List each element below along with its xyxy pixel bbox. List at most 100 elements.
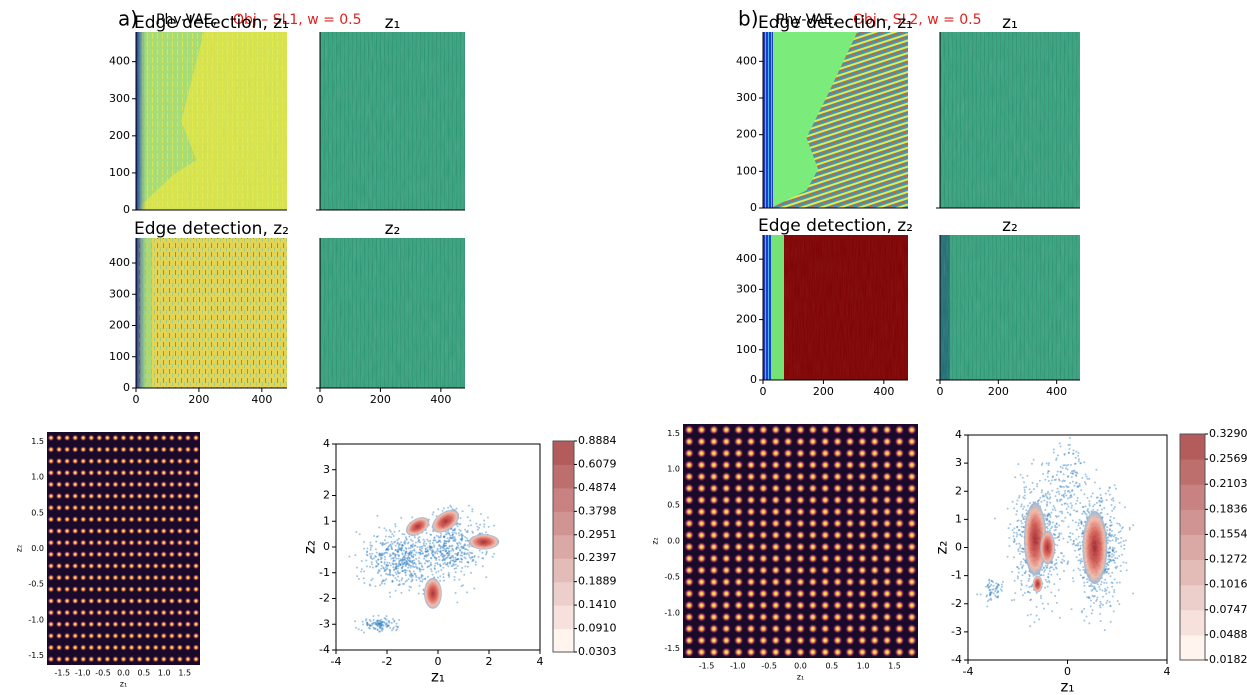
- latent-point: [1069, 513, 1072, 516]
- latent-sample: [770, 448, 781, 459]
- latent-sample: [820, 530, 831, 541]
- latent-point: [1028, 586, 1031, 589]
- image-layer: [763, 32, 773, 208]
- latent-point: [391, 617, 394, 620]
- latent-point: [1058, 616, 1061, 619]
- latent-sample: [709, 565, 719, 576]
- colorbar-band: [553, 628, 574, 653]
- latent-point: [443, 561, 446, 564]
- latent-sample: [696, 518, 707, 529]
- latent-point: [454, 539, 457, 542]
- latent-sample: [176, 527, 184, 535]
- latent-point: [446, 561, 449, 564]
- latent-point: [1053, 564, 1056, 567]
- latent-point: [383, 582, 386, 585]
- latent-sample: [120, 527, 127, 535]
- latent-point: [393, 568, 396, 571]
- latent-point: [392, 560, 395, 563]
- latent-sample: [709, 495, 719, 505]
- latent-point: [1109, 558, 1112, 561]
- latent-point: [1056, 470, 1059, 473]
- latent-point: [1081, 506, 1084, 509]
- latent-point: [383, 621, 386, 624]
- latent-point: [374, 548, 377, 551]
- latent-point: [397, 575, 400, 578]
- latent-sample: [176, 492, 184, 500]
- latent-point: [1105, 592, 1108, 595]
- latent-sample: [87, 550, 95, 558]
- latent-sample: [192, 585, 200, 593]
- latent-point: [408, 557, 411, 560]
- latent-sample: [696, 541, 707, 552]
- latent-point: [1057, 454, 1060, 457]
- latent-sample: [152, 562, 160, 570]
- latent-point: [432, 530, 435, 533]
- latent-sample: [696, 612, 707, 622]
- latent-point: [1110, 498, 1113, 501]
- latent-point: [976, 593, 979, 596]
- latent-point: [393, 619, 396, 622]
- latent-sample: [120, 481, 127, 488]
- latent-point: [1051, 521, 1054, 524]
- latent-point: [446, 552, 449, 555]
- latent-point: [441, 545, 444, 548]
- latent-point: [422, 538, 425, 541]
- latent-sample: [882, 577, 892, 587]
- latent-point: [395, 629, 398, 632]
- x-tick-label: 0.0: [117, 669, 130, 678]
- latent-point: [398, 580, 401, 583]
- latent-point: [390, 545, 393, 548]
- latent-point: [385, 548, 388, 551]
- latent-point: [1064, 489, 1067, 492]
- latent-point: [1111, 553, 1114, 556]
- latent-point: [1115, 550, 1118, 553]
- latent-point: [398, 559, 401, 562]
- latent-sample: [894, 448, 905, 459]
- latent-point: [1046, 515, 1049, 518]
- latent-point: [407, 559, 410, 562]
- latent-point: [463, 543, 466, 546]
- x-tick-label: -0.5: [761, 662, 777, 671]
- latent-point: [1098, 500, 1101, 503]
- latent-point: [1077, 460, 1080, 463]
- latent-sample: [87, 446, 95, 453]
- latent-point: [1061, 562, 1064, 565]
- latent-point: [376, 535, 379, 538]
- x-tick-label: 0: [133, 393, 140, 406]
- latent-point: [1072, 539, 1075, 542]
- latent-point: [376, 619, 379, 622]
- latent-point: [1018, 529, 1021, 532]
- latent-point: [1017, 548, 1020, 551]
- latent-point: [1044, 578, 1047, 581]
- latent-point: [1088, 477, 1091, 480]
- latent-point: [412, 555, 415, 558]
- latent-point: [1128, 526, 1131, 529]
- latent-point: [364, 619, 367, 622]
- latent-point: [366, 550, 369, 553]
- latent-point: [1017, 519, 1020, 522]
- latent-point: [438, 543, 441, 546]
- latent-point: [409, 559, 412, 562]
- latent-sample: [845, 647, 855, 658]
- latent-point: [1023, 489, 1026, 492]
- latent-point: [401, 544, 404, 547]
- latent-point: [1067, 505, 1070, 508]
- image-title: z₂: [1002, 216, 1018, 236]
- latent-point: [379, 558, 382, 561]
- latent-point: [409, 538, 412, 541]
- latent-point: [1081, 476, 1084, 479]
- x-tick-label: -1.5: [54, 669, 70, 678]
- latent-point: [456, 522, 459, 525]
- y-tick-label: 1.5: [667, 429, 680, 438]
- latent-sample: [882, 647, 892, 658]
- latent-point: [408, 589, 411, 592]
- latent-point: [1059, 485, 1062, 488]
- latent-point: [383, 561, 386, 564]
- latent-point: [424, 554, 427, 557]
- latent-point: [1063, 495, 1066, 498]
- latent-point: [390, 536, 393, 539]
- latent-sample: [820, 483, 831, 494]
- latent-point: [1108, 555, 1111, 558]
- latent-point: [445, 549, 448, 552]
